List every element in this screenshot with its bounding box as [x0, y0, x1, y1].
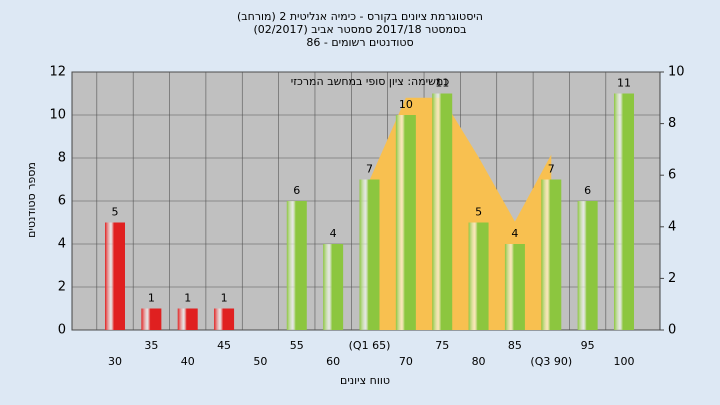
- bar: [141, 308, 162, 330]
- data-label: 4: [511, 227, 518, 240]
- data-label: 7: [548, 163, 555, 176]
- y-tick-label: 12: [49, 65, 66, 80]
- x-tick-label: 35: [144, 339, 158, 352]
- y-axis-label: מספר סטודנטים: [25, 162, 38, 238]
- y-tick-label: 6: [58, 194, 66, 209]
- x-tick-label: (Q3 90): [530, 355, 572, 368]
- bar: [614, 93, 634, 330]
- bar: [359, 179, 380, 330]
- data-label: 11: [617, 77, 631, 90]
- y-tick-label: 8: [58, 151, 66, 166]
- data-label: 5: [475, 206, 482, 219]
- bar: [432, 93, 453, 330]
- title: היסטוגרמת ציונים בקורס - כימיה אנליטית 2…: [237, 10, 483, 23]
- data-label: 10: [399, 98, 413, 111]
- data-label: 4: [330, 227, 337, 240]
- x-tick-label: 30: [108, 355, 122, 368]
- bar: [395, 115, 416, 330]
- x-tick-label: 95: [581, 339, 595, 352]
- x-tick-label: (Q1 65): [349, 339, 391, 352]
- data-label: 1: [148, 292, 155, 305]
- data-label: 7: [366, 163, 373, 176]
- y2-tick-label: 8: [668, 116, 676, 131]
- bar: [577, 201, 598, 330]
- x-tick-label: 50: [253, 355, 267, 368]
- data-label: 6: [584, 184, 591, 197]
- data-label: 1: [184, 292, 191, 305]
- bar: [468, 222, 489, 330]
- bar: [323, 244, 344, 330]
- data-label: 6: [293, 184, 300, 197]
- title: סטודנטים רשומים - 86: [306, 36, 413, 49]
- data-label: 5: [112, 206, 119, 219]
- y2-tick-label: 10: [668, 65, 685, 80]
- y-tick-label: 4: [58, 237, 66, 252]
- y2-tick-label: 6: [668, 168, 676, 183]
- bar: [504, 244, 525, 330]
- x-tick-label: 80: [472, 355, 486, 368]
- x-tick-label: 45: [217, 339, 231, 352]
- bar: [105, 222, 125, 330]
- data-label: 1: [221, 292, 228, 305]
- annotation: כמשימה: ציון סופי במחשב המרכזי: [291, 75, 450, 88]
- bar: [177, 308, 198, 330]
- x-tick-label: 85: [508, 339, 522, 352]
- x-tick-label: 70: [399, 355, 413, 368]
- y2-tick-label: 0: [668, 323, 676, 338]
- bar: [286, 201, 307, 330]
- y-tick-label: 2: [58, 280, 66, 295]
- bar: [541, 179, 562, 330]
- x-tick-label: 75: [435, 339, 449, 352]
- data-label: 11: [435, 77, 449, 90]
- bar: [214, 308, 235, 330]
- x-axis-label: טווח ציונים: [340, 374, 390, 387]
- x-tick-label: 60: [326, 355, 340, 368]
- y2-tick-label: 2: [668, 271, 676, 286]
- y-tick-label: 10: [49, 108, 66, 123]
- x-tick-label: 55: [290, 339, 304, 352]
- x-tick-label: 40: [181, 355, 195, 368]
- x-tick-label: 100: [614, 355, 635, 368]
- title: בסמסטר 2017/18 סמסטר אביב (02/2017): [253, 23, 466, 36]
- y2-tick-label: 4: [668, 219, 676, 234]
- y-tick-label: 0: [58, 323, 66, 338]
